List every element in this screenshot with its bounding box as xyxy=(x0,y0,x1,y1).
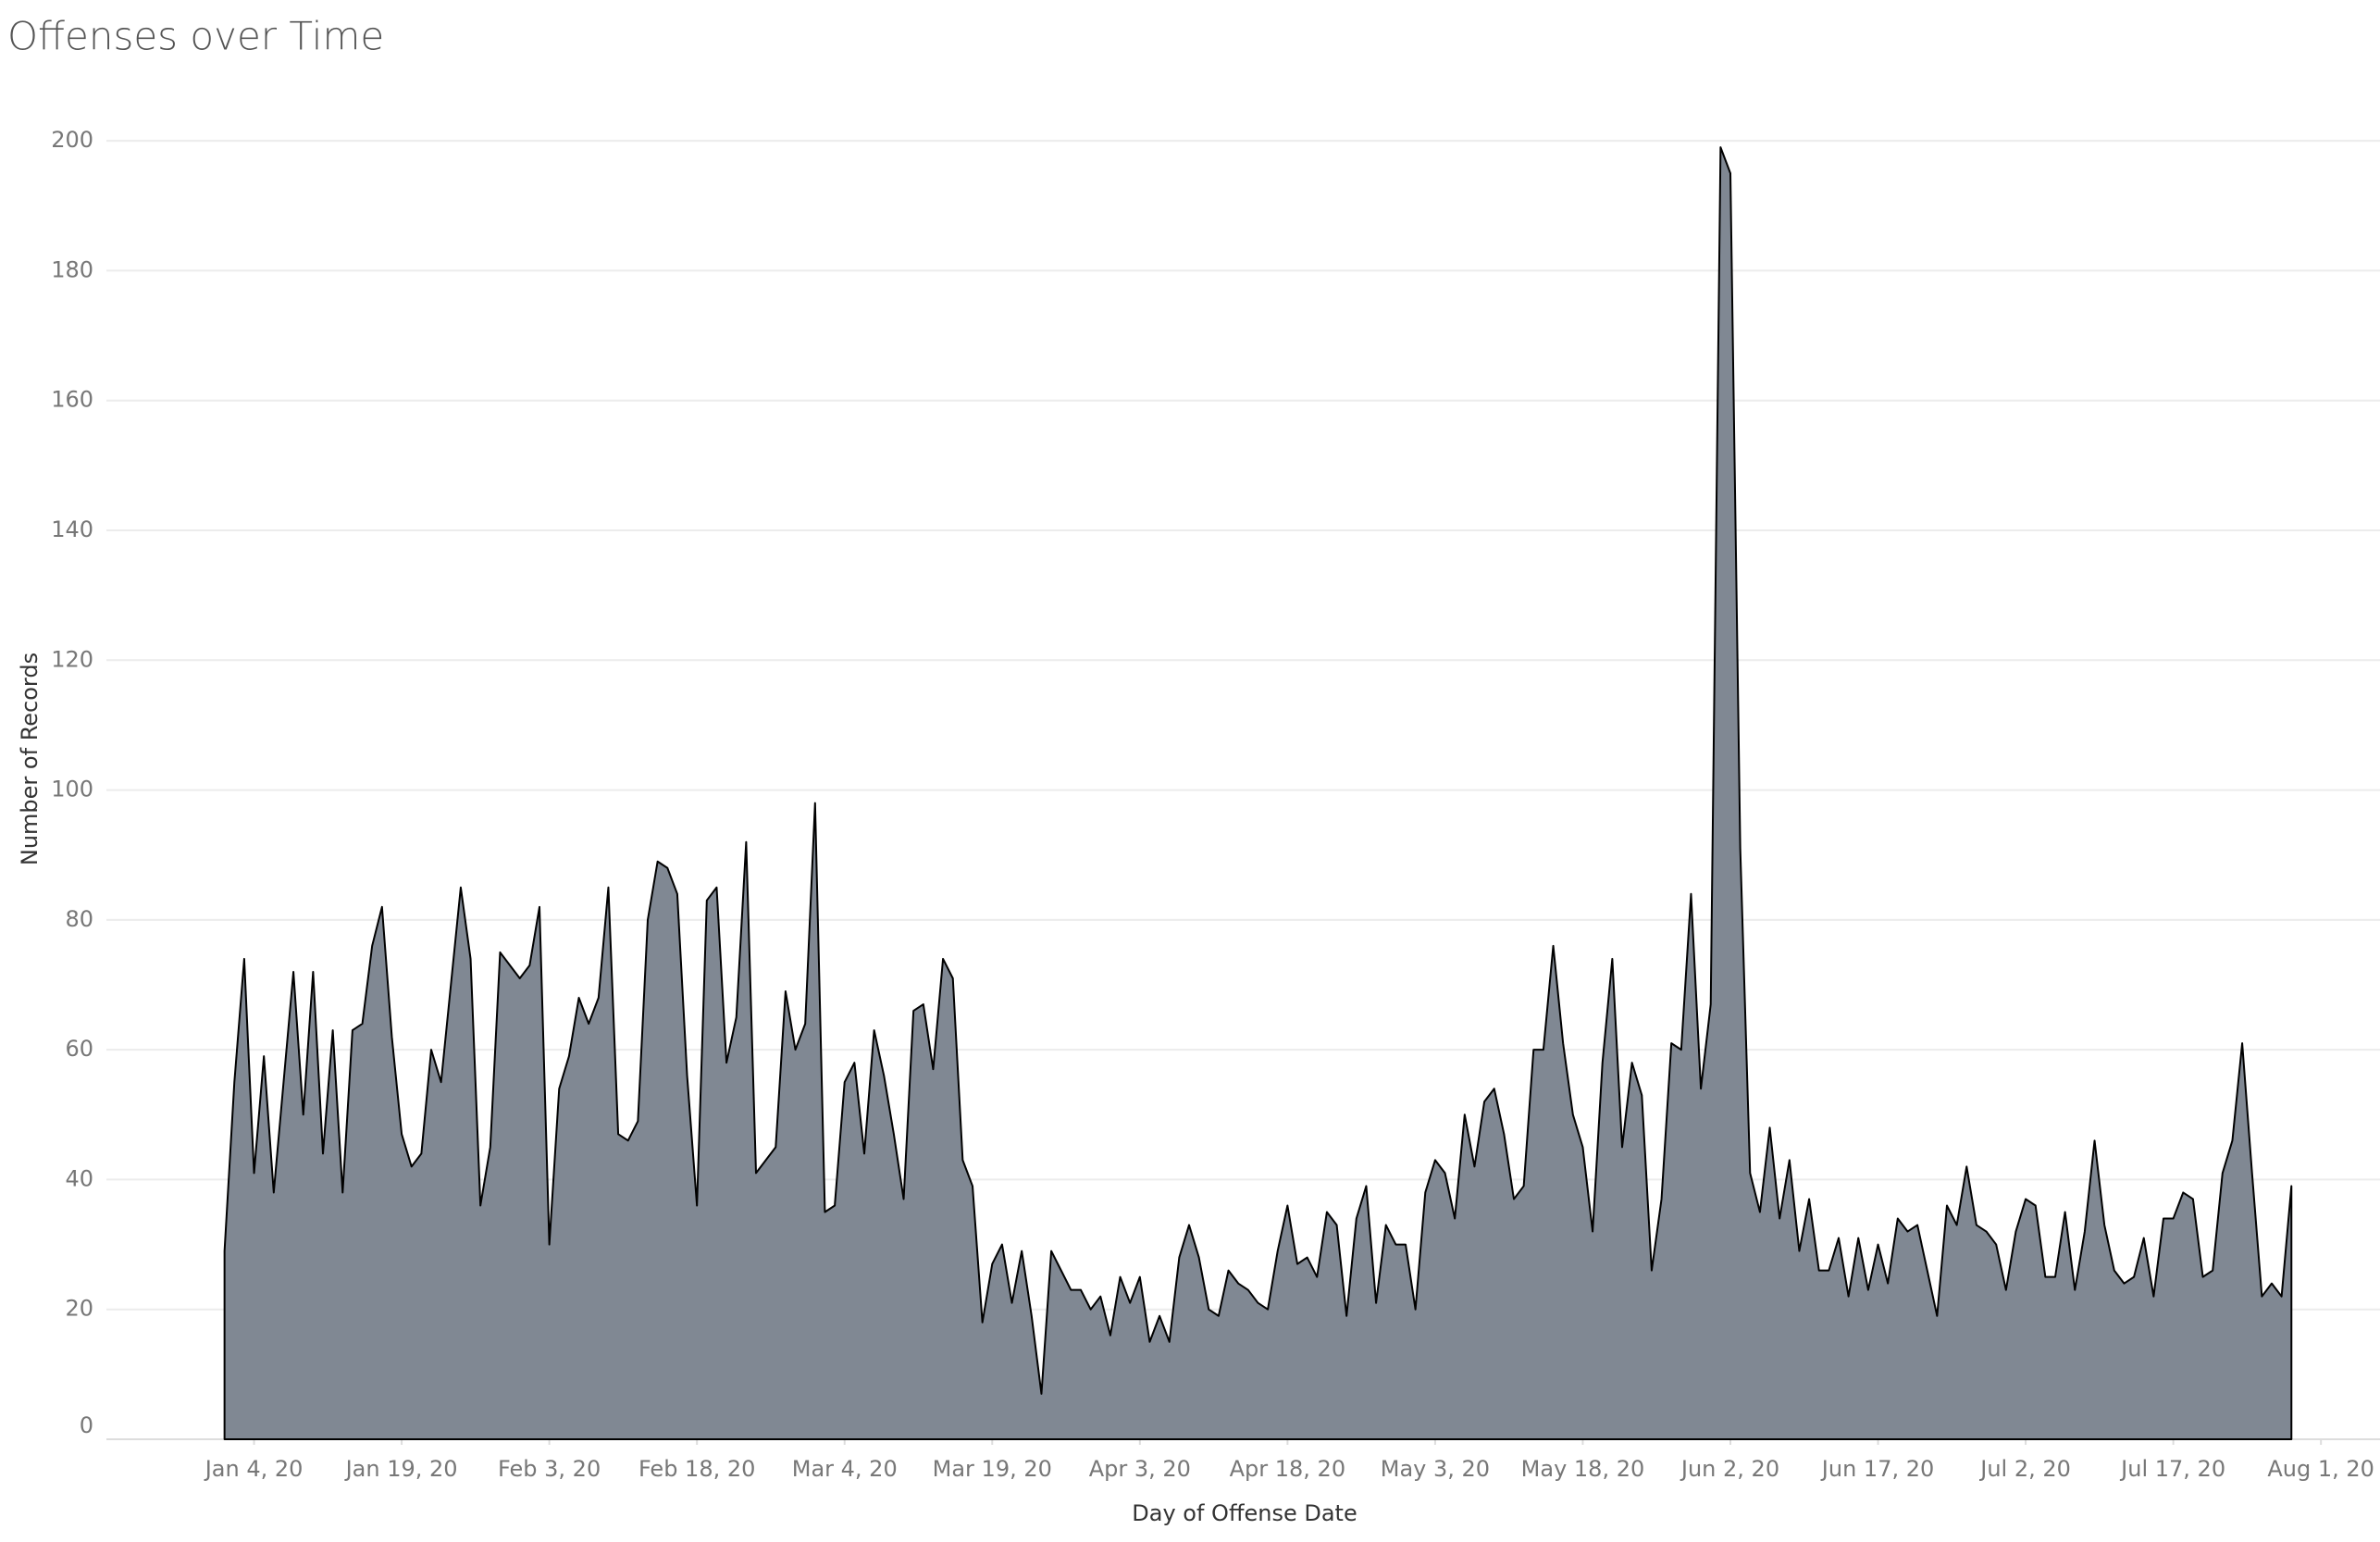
y-tick-label: 140 xyxy=(51,516,93,542)
y-tick-label: 0 xyxy=(80,1412,93,1438)
x-tick-label: Mar 4, 20 xyxy=(792,1456,898,1482)
y-tick-label: 200 xyxy=(51,127,93,153)
x-tick-label: Apr 18, 20 xyxy=(1230,1456,1345,1482)
x-tick-label: Jun 2, 20 xyxy=(1680,1456,1779,1482)
x-tick-label: Jan 4, 20 xyxy=(204,1456,304,1482)
x-tick-label: Apr 3, 20 xyxy=(1089,1456,1191,1482)
y-tick-label: 20 xyxy=(65,1296,93,1322)
y-tick-label: 100 xyxy=(51,777,93,802)
y-tick-label: 160 xyxy=(51,387,93,413)
x-tick-label: Jul 2, 20 xyxy=(1978,1456,2071,1482)
x-tick-label: May 3, 20 xyxy=(1381,1456,1490,1482)
x-tick-label: Jun 17, 20 xyxy=(1820,1456,1934,1482)
y-tick-label: 180 xyxy=(51,256,93,282)
x-tick-label: Feb 18, 20 xyxy=(638,1456,755,1482)
y-tick-label: 60 xyxy=(65,1036,93,1062)
x-tick-label: Jan 19, 20 xyxy=(344,1456,458,1482)
chart-title: Offenses over Time xyxy=(7,14,384,59)
x-tick-label: Mar 19, 20 xyxy=(933,1456,1052,1482)
y-tick-label: 40 xyxy=(65,1165,93,1191)
y-axis-title: Number of Records xyxy=(17,653,43,865)
y-tick-label: 120 xyxy=(51,646,93,672)
x-tick-label: May 18, 20 xyxy=(1521,1456,1645,1482)
x-tick-label: Jul 17, 20 xyxy=(2119,1456,2225,1482)
x-axis-title: Day of Offense Date xyxy=(1132,1500,1357,1526)
area xyxy=(223,146,2293,1440)
y-tick-label: 80 xyxy=(65,906,93,932)
x-tick-label: Feb 3, 20 xyxy=(498,1456,601,1482)
x-tick-label: Aug 1, 20 xyxy=(2267,1456,2374,1482)
